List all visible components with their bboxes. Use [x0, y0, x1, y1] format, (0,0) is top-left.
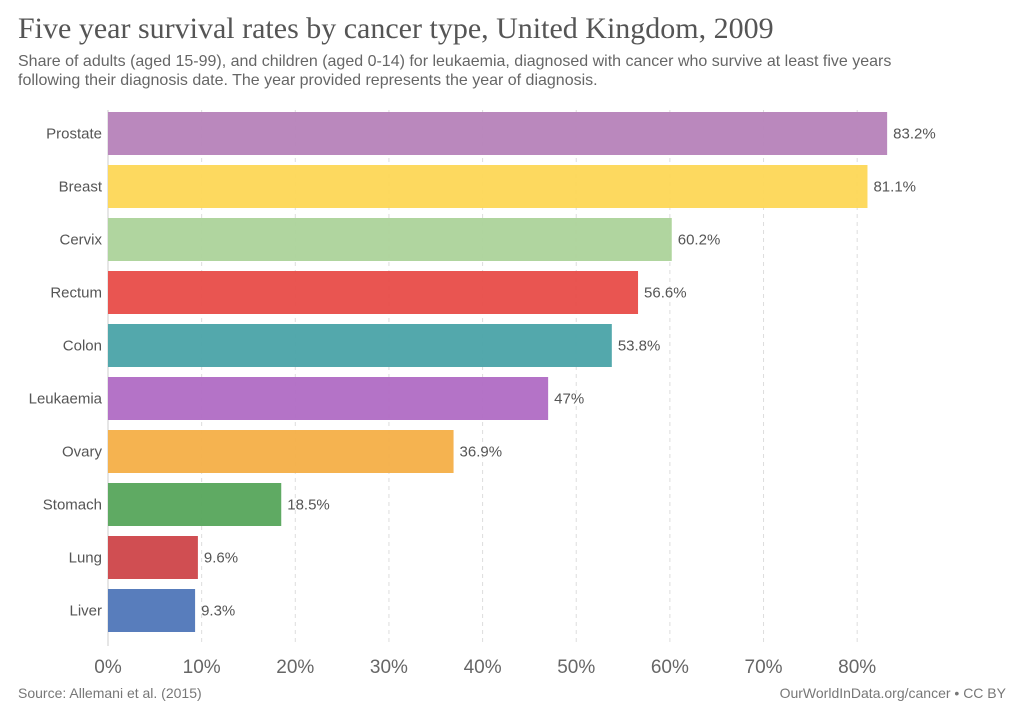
credit-link[interactable]: OurWorldInData.org/cancer • CC BY	[779, 685, 1006, 701]
x-tick-label: 50%	[557, 657, 595, 678]
category-label: Cervix	[59, 232, 102, 249]
category-label: Leukaemia	[29, 391, 103, 408]
bar-liver[interactable]	[108, 589, 196, 632]
bar-rectum[interactable]	[108, 271, 639, 314]
x-tick-label: 80%	[838, 657, 876, 678]
value-label: 83.2%	[893, 126, 936, 143]
x-tick-label: 20%	[276, 657, 314, 678]
value-label: 56.6%	[644, 285, 687, 302]
x-tick-label: 0%	[94, 657, 122, 678]
bar-leukaemia[interactable]	[108, 377, 549, 420]
category-label: Stomach	[43, 497, 102, 514]
bar-stomach[interactable]	[108, 483, 282, 526]
bar-breast[interactable]	[108, 165, 868, 208]
x-tick-label: 70%	[745, 657, 783, 678]
category-label: Breast	[59, 179, 103, 196]
x-tick-label: 60%	[651, 657, 689, 678]
category-label: Colon	[63, 338, 102, 355]
x-tick-label: 40%	[464, 657, 502, 678]
value-label: 36.9%	[460, 444, 503, 461]
value-label: 9.3%	[201, 603, 235, 620]
value-label: 47%	[554, 391, 584, 408]
bar-prostate[interactable]	[108, 112, 888, 155]
chart-title: Five year survival rates by cancer type,…	[18, 12, 774, 45]
value-label: 9.6%	[204, 550, 238, 567]
bar-lung[interactable]	[108, 536, 198, 579]
x-tick-label: 30%	[370, 657, 408, 678]
category-label: Lung	[69, 550, 102, 567]
bar-colon[interactable]	[108, 324, 612, 367]
value-label: 60.2%	[678, 232, 721, 249]
x-axis-ticks: 0% 10% 20% 30% 40% 50% 60% 70% 80%	[94, 657, 876, 678]
chart-subtitle: Share of adults (aged 15-99), and childr…	[18, 53, 892, 89]
value-label: 53.8%	[618, 338, 661, 355]
bar-ovary[interactable]	[108, 430, 454, 473]
category-label: Rectum	[50, 285, 102, 302]
label-layer: Prostate 83.2% Breast 81.1% Cervix 60.2% Rectu…	[29, 126, 936, 620]
x-tick-label: 10%	[183, 657, 221, 678]
value-label: 81.1%	[873, 179, 916, 196]
bar-layer	[108, 112, 888, 632]
category-label: Ovary	[62, 444, 103, 461]
bar-cervix[interactable]	[108, 218, 672, 261]
category-label: Liver	[69, 603, 102, 620]
category-label: Prostate	[46, 126, 102, 143]
source-note: Source: Allemani et al. (2015)	[18, 685, 202, 701]
value-label: 18.5%	[287, 497, 330, 514]
